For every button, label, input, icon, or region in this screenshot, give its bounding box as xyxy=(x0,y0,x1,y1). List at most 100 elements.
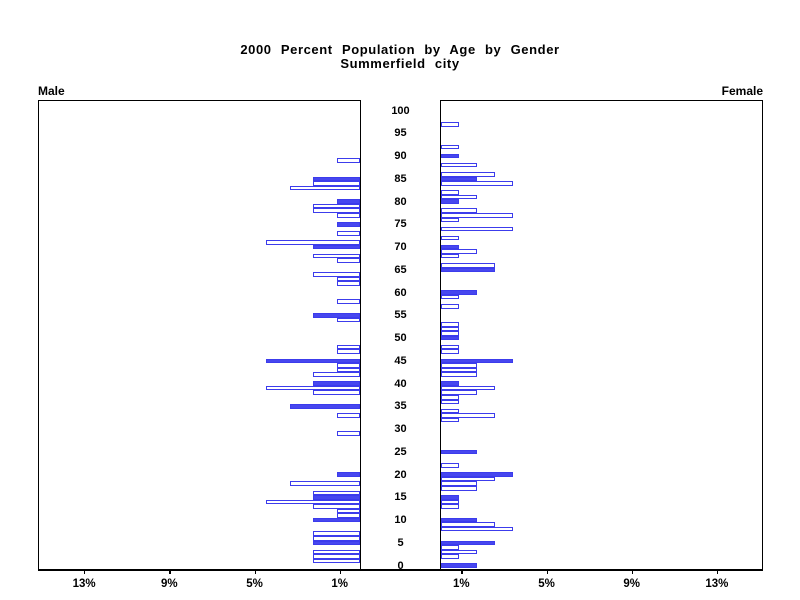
female-x-tick-label-9: 9% xyxy=(623,578,640,590)
male-bar-age-14 xyxy=(266,499,360,505)
male-bar-age-73 xyxy=(336,231,360,236)
male-bar-age-71 xyxy=(266,240,360,245)
male-bar-age-11 xyxy=(336,513,360,518)
male-bar-age-67 xyxy=(336,258,360,264)
male-bar-age-15 xyxy=(313,495,360,500)
female-bar-age-39 xyxy=(441,385,496,391)
female-bar-age-15 xyxy=(441,495,460,500)
age-tick-label-45: 45 xyxy=(394,354,407,367)
female-bar-age-72 xyxy=(441,235,460,241)
female-bar-age-25 xyxy=(441,449,478,455)
age-tick-label-30: 30 xyxy=(394,423,407,435)
female-bar-age-13 xyxy=(441,504,460,509)
female-bar-age-37 xyxy=(441,394,460,400)
male-bar-age-1 xyxy=(313,558,360,564)
female-bar-age-85 xyxy=(441,176,478,182)
female-bar-age-65 xyxy=(441,267,496,273)
female-bar-age-36 xyxy=(441,399,460,405)
age-tick-label-20: 20 xyxy=(394,468,407,481)
female-bar-age-92 xyxy=(441,144,460,150)
age-tick-label-95: 95 xyxy=(394,127,407,140)
male-bar-age-39 xyxy=(266,385,360,391)
female-bar-age-18 xyxy=(441,481,478,486)
male-bar-age-42 xyxy=(313,372,360,377)
age-tick-label-75: 75 xyxy=(394,218,407,231)
male-bar-age-44 xyxy=(336,363,360,368)
female-bar-age-17 xyxy=(441,485,478,491)
female-bar-age-70 xyxy=(441,244,460,250)
female-bar-age-8 xyxy=(441,526,514,532)
chart-title: 2000 Percent Population by Age by Gender xyxy=(240,42,560,57)
male-bar-age-33 xyxy=(336,413,360,418)
male-bar-age-35 xyxy=(289,404,360,409)
male-bar-age-18 xyxy=(289,481,360,486)
female-bar-age-19 xyxy=(441,476,496,482)
male-bar-age-43 xyxy=(336,367,360,373)
x-axis-line xyxy=(38,569,763,571)
female-bar-age-68 xyxy=(441,253,460,259)
male-bar-age-6 xyxy=(313,536,360,541)
male-bar-age-20 xyxy=(336,472,360,477)
female-bar-age-48 xyxy=(441,344,460,350)
male-x-tick-label-5: 5% xyxy=(246,578,263,590)
age-tick-label-25: 25 xyxy=(394,445,407,458)
female-x-tick-13 xyxy=(716,570,719,574)
female-bar-age-50 xyxy=(441,335,460,341)
female-bar-age-78 xyxy=(441,208,478,213)
female-bar-age-97 xyxy=(441,121,460,127)
female-bar-age-22 xyxy=(441,463,460,468)
male-bar-age-45 xyxy=(266,358,360,364)
age-tick-label-65: 65 xyxy=(394,263,407,276)
female-bar-age-40 xyxy=(441,381,460,386)
male-bar-age-47 xyxy=(336,349,360,355)
female-bar-age-4 xyxy=(441,545,460,550)
male-bar-age-10 xyxy=(313,517,360,523)
age-tick-label-35: 35 xyxy=(394,400,407,413)
female-bar-age-10 xyxy=(441,517,478,523)
female-x-tick-label-1: 1% xyxy=(452,578,470,590)
male-bar-age-80 xyxy=(336,199,360,204)
age-tick-label-85: 85 xyxy=(394,172,407,185)
female-bar-age-57 xyxy=(441,303,460,309)
female-x-tick-label-5: 5% xyxy=(538,578,555,590)
female-bar-age-69 xyxy=(441,249,478,254)
male-bar-age-62 xyxy=(336,281,360,286)
male-bar-age-2 xyxy=(313,554,360,559)
age-tick-label-70: 70 xyxy=(394,241,407,253)
age-tick-label-55: 55 xyxy=(394,309,407,322)
male-bar-age-79 xyxy=(313,203,360,209)
female-bar-age-76 xyxy=(441,217,460,223)
male-bar-age-55 xyxy=(313,313,360,318)
male-bar-age-54 xyxy=(336,317,360,323)
female-bar-age-38 xyxy=(441,390,478,395)
female-bar-age-33 xyxy=(441,413,496,418)
male-panel-label: Male xyxy=(38,84,65,98)
female-bar-age-5 xyxy=(441,540,496,546)
female-bar-age-3 xyxy=(441,549,478,555)
age-tick-label-50: 50 xyxy=(394,332,407,344)
male-bar-age-75 xyxy=(336,222,360,227)
female-plot-area xyxy=(440,100,763,570)
male-bar-age-83 xyxy=(289,185,360,191)
female-bar-age-52 xyxy=(441,326,460,332)
female-bar-age-88 xyxy=(441,162,478,168)
female-bar-age-74 xyxy=(441,226,514,232)
female-panel-label: Female xyxy=(721,84,763,98)
male-bar-age-64 xyxy=(313,272,360,277)
female-bar-age-45 xyxy=(441,358,514,364)
male-bar-age-29 xyxy=(336,431,360,436)
female-x-tick-9 xyxy=(631,570,634,574)
female-bar-age-86 xyxy=(441,172,496,177)
male-bar-age-13 xyxy=(313,504,360,509)
age-tick-label-10: 10 xyxy=(394,514,407,526)
male-x-tick-5 xyxy=(254,570,256,574)
male-bar-age-63 xyxy=(336,276,360,282)
age-tick-label-0: 0 xyxy=(397,559,404,572)
age-tick-label-90: 90 xyxy=(394,150,407,162)
male-bar-age-7 xyxy=(313,531,360,537)
female-x-tick-label-13: 13% xyxy=(705,578,729,590)
age-tick-label-5: 5 xyxy=(397,536,404,549)
female-bar-age-32 xyxy=(441,417,460,423)
male-bar-age-12 xyxy=(336,508,360,514)
female-bar-age-53 xyxy=(441,322,460,327)
